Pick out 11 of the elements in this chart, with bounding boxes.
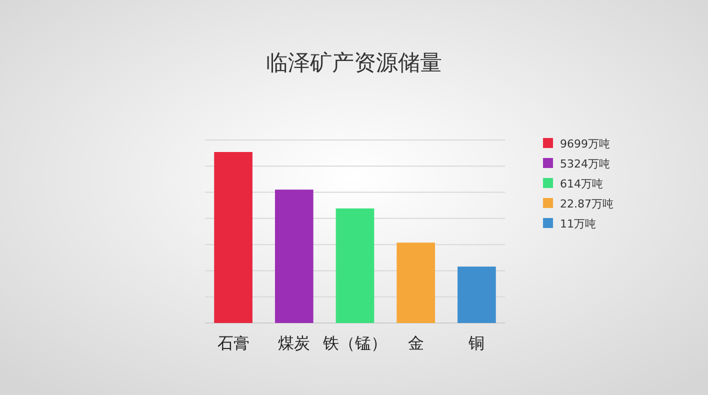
x-tick-label: 石膏 — [217, 334, 250, 352]
legend-label: 5324万吨 — [560, 158, 610, 170]
legend-label: 614万吨 — [560, 178, 603, 190]
x-tick-label: 煤炭 — [278, 334, 310, 352]
chart-title: 临泽矿产资源储量 — [266, 51, 442, 76]
legend-label: 9699万吨 — [560, 138, 610, 150]
legend-label: 22.87万吨 — [560, 198, 614, 210]
legend-label: 11万吨 — [560, 218, 596, 230]
x-tick-label: 金 — [408, 335, 424, 352]
x-tick-label: 铁（锰） — [322, 335, 387, 352]
x-tick-label: 铜 — [468, 335, 485, 352]
